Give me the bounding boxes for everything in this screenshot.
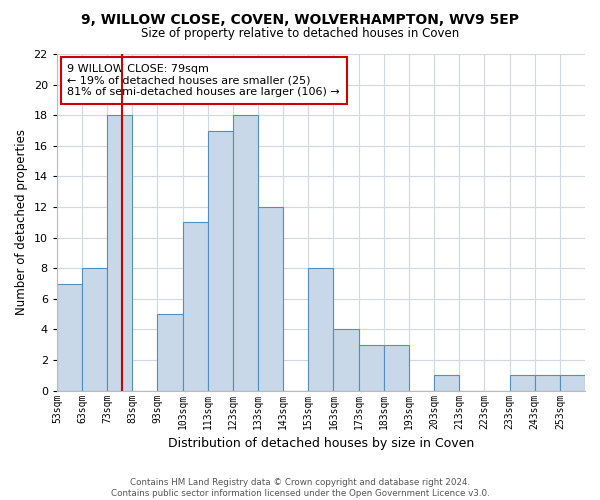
X-axis label: Distribution of detached houses by size in Coven: Distribution of detached houses by size … [168,437,474,450]
Text: Size of property relative to detached houses in Coven: Size of property relative to detached ho… [141,28,459,40]
Text: 9 WILLOW CLOSE: 79sqm
← 19% of detached houses are smaller (25)
81% of semi-deta: 9 WILLOW CLOSE: 79sqm ← 19% of detached … [67,64,340,98]
Bar [509,376,535,390]
Text: 9, WILLOW CLOSE, COVEN, WOLVERHAMPTON, WV9 5EP: 9, WILLOW CLOSE, COVEN, WOLVERHAMPTON, W… [81,12,519,26]
Bar [384,344,409,391]
Bar [82,268,107,390]
Bar [560,376,585,390]
Text: Contains HM Land Registry data © Crown copyright and database right 2024.
Contai: Contains HM Land Registry data © Crown c… [110,478,490,498]
Bar [182,222,208,390]
Bar [258,207,283,390]
Bar [107,115,132,390]
Bar [359,344,384,391]
Bar [157,314,182,390]
Y-axis label: Number of detached properties: Number of detached properties [15,130,28,316]
Bar [535,376,560,390]
Bar [434,376,459,390]
Bar [233,115,258,390]
Bar [308,268,334,390]
Bar [208,130,233,390]
Bar [334,330,359,390]
Bar [57,284,82,391]
